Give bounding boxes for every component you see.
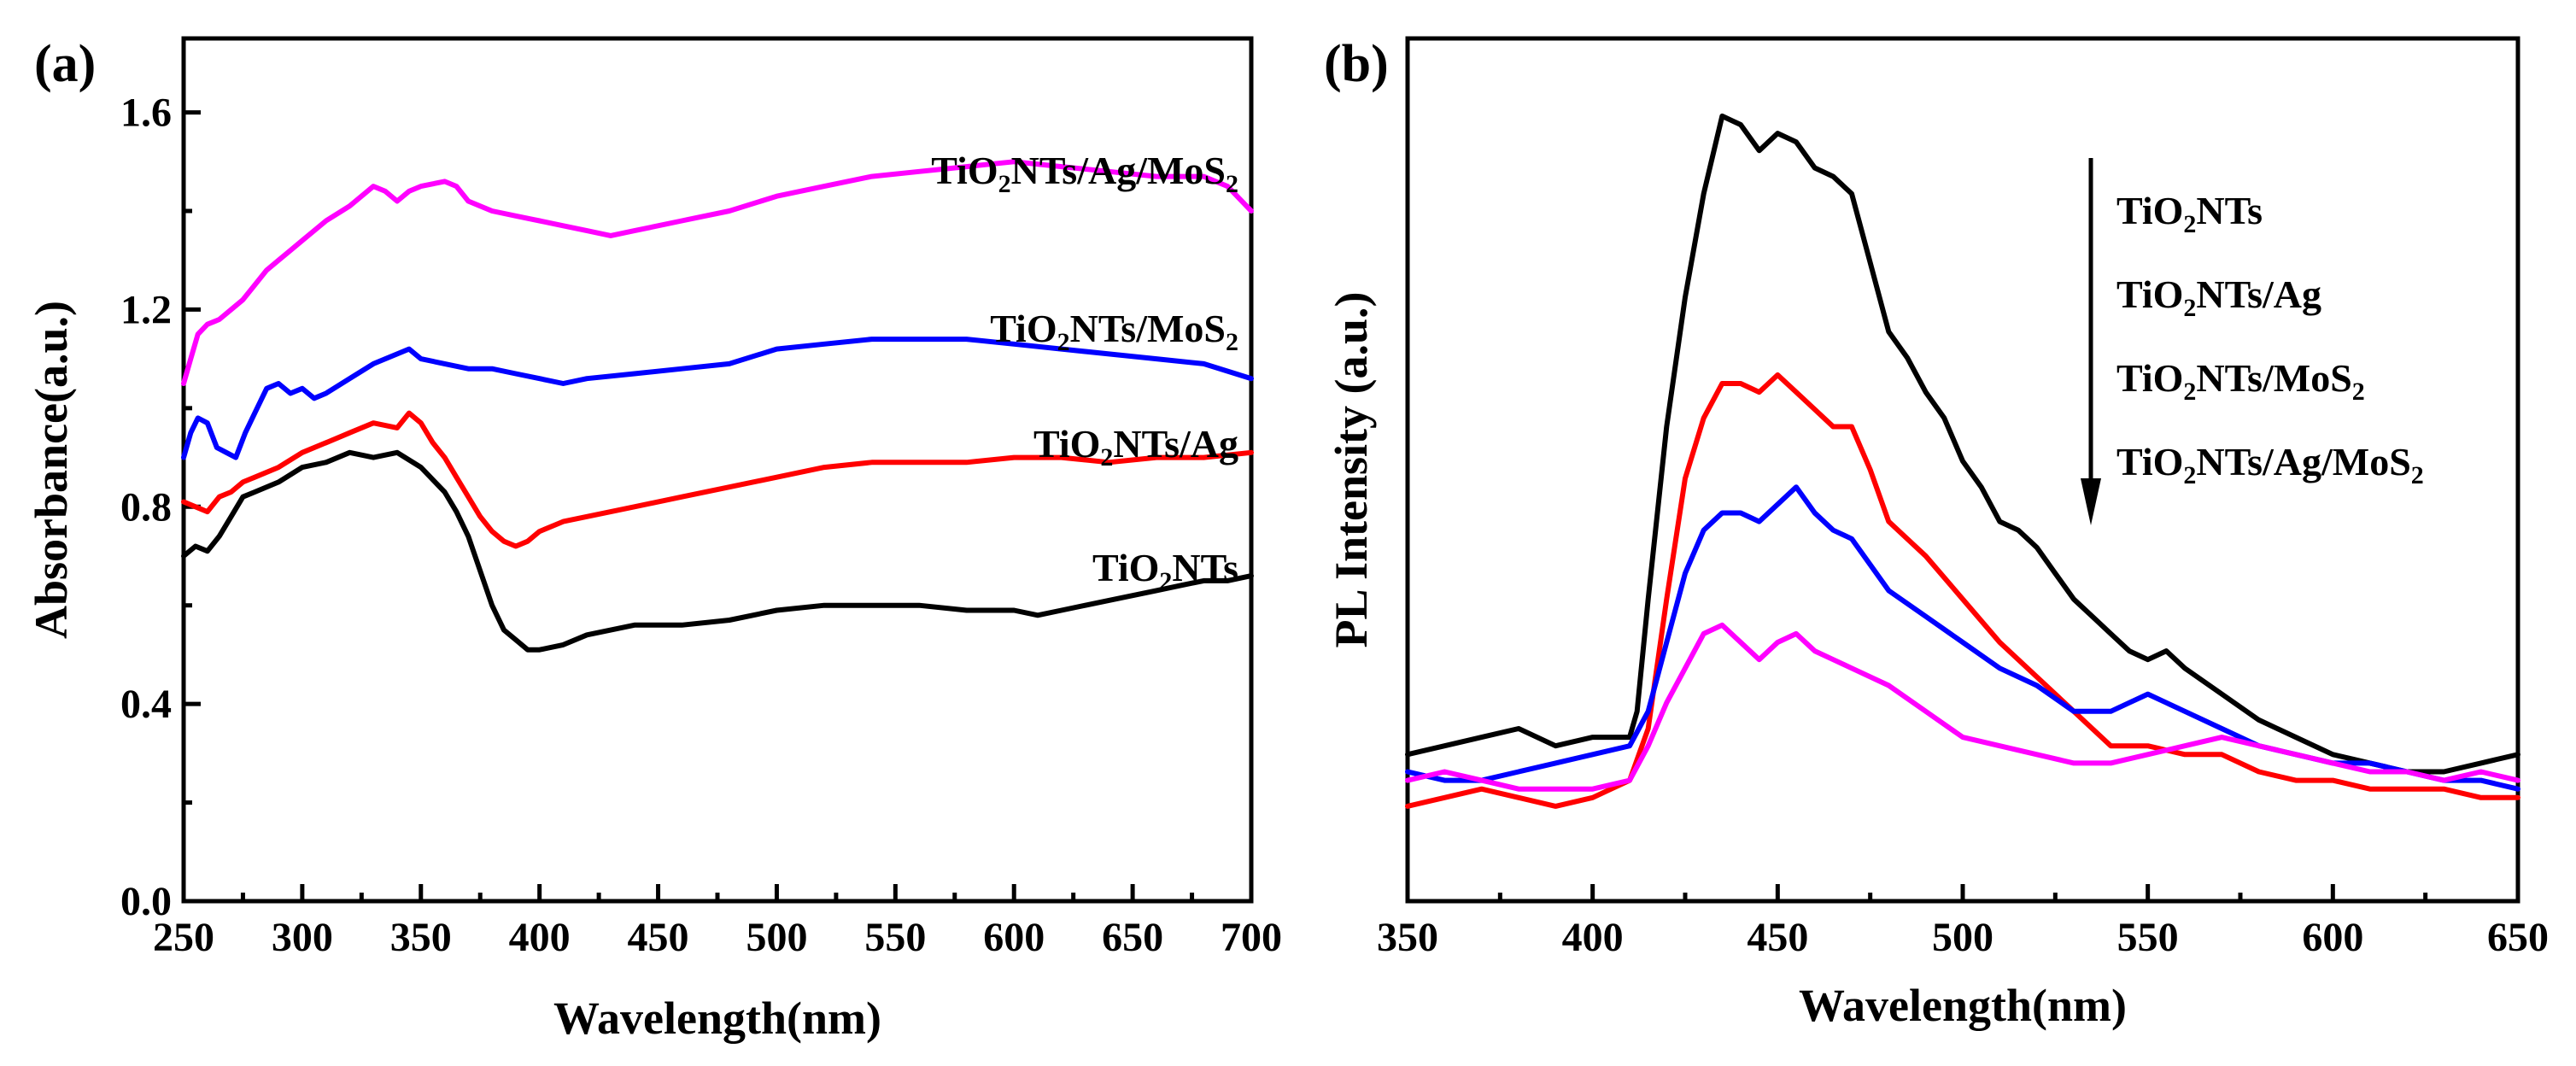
panel-b-x-ticks: 350 400 450 500 550 600 650 bbox=[1377, 884, 2549, 960]
panel-b: (b) 350 400 450 500 550 600 650 Wavelength(nm)… bbox=[1324, 35, 2549, 1031]
panel-a-x-tick-label: 400 bbox=[509, 915, 571, 960]
panel-a-series-tio2nts-ag-mos2 bbox=[181, 159, 1254, 386]
panel-a-label-tio2-mos2: TiO2NTs/MoS2 bbox=[990, 307, 1238, 356]
panel-a-x-tick-label: 550 bbox=[864, 915, 926, 960]
legend-entry-tio2-mos2: TiO2NTs/MoS2 bbox=[2116, 356, 2365, 406]
panel-a-y-ticks: 0.0 0.4 0.8 1.2 1.6 bbox=[120, 91, 201, 924]
panel-b-x-tick-label: 550 bbox=[2117, 915, 2179, 960]
panel-a-label-tio2: TiO2NTs bbox=[1092, 546, 1238, 595]
panel-a-x-tick-label: 600 bbox=[983, 915, 1045, 960]
panel-b-x-axis-label: Wavelength(nm) bbox=[1799, 980, 2127, 1031]
panel-b-x-tick-label: 400 bbox=[1562, 915, 1624, 960]
panel-a-series-tio2nts-mos2 bbox=[181, 337, 1254, 460]
legend-arrow-head bbox=[2081, 478, 2101, 525]
panel-b-y-axis-label: PL Intensity (a.u.) bbox=[1326, 291, 1377, 647]
panel-a-x-tick-label: 450 bbox=[628, 915, 689, 960]
panel-a-y-tick-label: 0.0 bbox=[120, 879, 172, 924]
panel-a-series-tio2nts-ag bbox=[181, 410, 1254, 549]
panel-a: (a) 250 300 350 400 450 500 550 600 650 700 0.00.… bbox=[26, 35, 1282, 1044]
panel-b-x-tick-label: 450 bbox=[1747, 915, 1808, 960]
panel-a-label: (a) bbox=[34, 35, 96, 93]
panel-b-x-tick-label: 350 bbox=[1377, 915, 1438, 960]
panel-a-x-tick-label: 350 bbox=[390, 915, 452, 960]
panel-b-series-tio2nts-ag-mos2 bbox=[1405, 622, 2520, 792]
legend-entry-tio2-ag: TiO2NTs/Ag bbox=[2116, 272, 2321, 322]
panel-b-series-tio2nts-ag bbox=[1405, 372, 2520, 809]
panel-b-series bbox=[1405, 113, 2520, 809]
panel-a-y-tick-label: 0.4 bbox=[120, 682, 172, 727]
panel-a-x-ticks: 250 300 350 400 450 500 550 600 650 700 bbox=[153, 884, 1282, 960]
panel-b-x-tick-label: 650 bbox=[2487, 915, 2549, 960]
panel-a-x-tick-label: 500 bbox=[746, 915, 807, 960]
panel-b-x-tick-label: 600 bbox=[2302, 915, 2363, 960]
panel-a-label-tio2-ag: TiO2NTs/Ag bbox=[1033, 422, 1238, 472]
panel-a-y-tick-label: 1.2 bbox=[120, 287, 172, 332]
panel-b-x-tick-label: 500 bbox=[1932, 915, 1993, 960]
panel-a-series-tio2nts bbox=[181, 449, 1254, 653]
panel-a-y-tick-label: 1.6 bbox=[120, 91, 172, 136]
panel-a-x-tick-label: 650 bbox=[1102, 915, 1163, 960]
panel-a-series bbox=[181, 159, 1254, 653]
panel-a-x-tick-label: 700 bbox=[1221, 915, 1282, 960]
panel-a-y-tick-label: 0.8 bbox=[120, 484, 172, 530]
panel-a-x-axis-label: Wavelength(nm) bbox=[553, 993, 881, 1044]
legend-entry-tio2: TiO2NTs bbox=[2116, 189, 2263, 238]
panel-a-y-axis-label: Absorbance(a.u.) bbox=[26, 301, 77, 639]
panel-a-label-tio2-ag-mos2: TiO2NTs/Ag/MoS2 bbox=[931, 149, 1238, 198]
legend-entry-tio2-ag-mos2: TiO2NTs/Ag/MoS2 bbox=[2116, 440, 2424, 489]
panel-b-label: (b) bbox=[1324, 35, 1389, 93]
panel-b-series-tio2nts bbox=[1405, 113, 2520, 775]
panel-a-x-tick-label: 250 bbox=[153, 915, 214, 960]
panel-a-x-tick-label: 300 bbox=[272, 915, 333, 960]
